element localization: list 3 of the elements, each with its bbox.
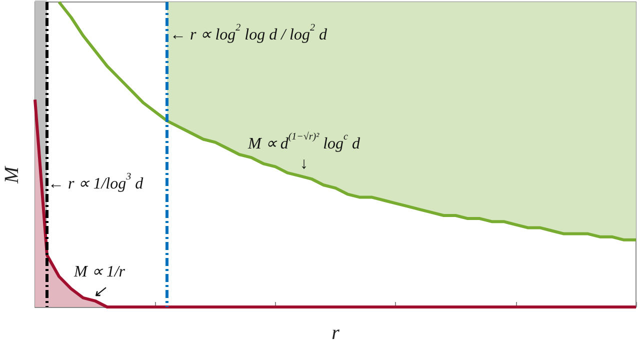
y-axis-title: M [1,165,23,184]
annotation: M ∝ 1/r ↙ [73,264,126,300]
x-axis-title: r [332,322,340,344]
